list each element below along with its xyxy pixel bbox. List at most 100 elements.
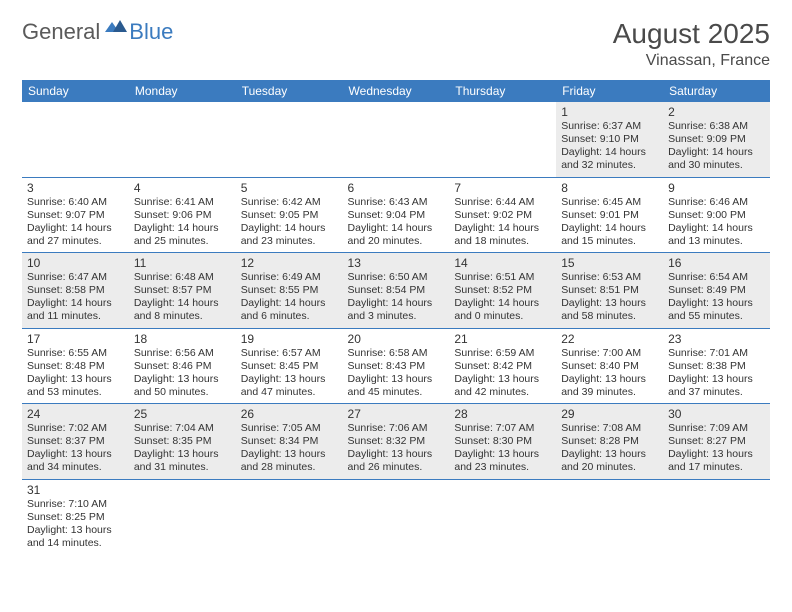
day-header: Saturday [663,80,770,102]
calendar-body: 1Sunrise: 6:37 AMSunset: 9:10 PMDaylight… [22,102,770,554]
day-number: 8 [561,181,658,195]
day-number: 12 [241,256,338,270]
calendar-day-cell: 6Sunrise: 6:43 AMSunset: 9:04 PMDaylight… [343,177,450,253]
day-header: Sunday [22,80,129,102]
calendar-day-cell: 5Sunrise: 6:42 AMSunset: 9:05 PMDaylight… [236,177,343,253]
calendar-day-cell [129,479,236,554]
day-info: Sunrise: 6:58 AMSunset: 8:43 PMDaylight:… [348,347,445,400]
day-info: Sunrise: 6:43 AMSunset: 9:04 PMDaylight:… [348,196,445,249]
day-number: 24 [27,407,124,421]
day-header: Monday [129,80,236,102]
day-number: 27 [348,407,445,421]
day-info: Sunrise: 7:06 AMSunset: 8:32 PMDaylight:… [348,422,445,475]
calendar-day-cell: 4Sunrise: 6:41 AMSunset: 9:06 PMDaylight… [129,177,236,253]
calendar-day-cell: 18Sunrise: 6:56 AMSunset: 8:46 PMDayligh… [129,328,236,404]
day-number: 21 [454,332,551,346]
day-number: 19 [241,332,338,346]
month-title: August 2025 [613,18,770,50]
calendar-week-row: 10Sunrise: 6:47 AMSunset: 8:58 PMDayligh… [22,253,770,329]
calendar-day-cell [556,479,663,554]
calendar-day-cell: 9Sunrise: 6:46 AMSunset: 9:00 PMDaylight… [663,177,770,253]
location: Vinassan, France [613,52,770,70]
day-info: Sunrise: 7:04 AMSunset: 8:35 PMDaylight:… [134,422,231,475]
day-info: Sunrise: 7:02 AMSunset: 8:37 PMDaylight:… [27,422,124,475]
logo-text-blue: Blue [129,19,173,45]
calendar-day-cell [449,102,556,177]
calendar-day-cell: 26Sunrise: 7:05 AMSunset: 8:34 PMDayligh… [236,404,343,480]
calendar-week-row: 31Sunrise: 7:10 AMSunset: 8:25 PMDayligh… [22,479,770,554]
day-number: 4 [134,181,231,195]
calendar-week-row: 3Sunrise: 6:40 AMSunset: 9:07 PMDaylight… [22,177,770,253]
calendar-day-cell [343,479,450,554]
day-info: Sunrise: 6:47 AMSunset: 8:58 PMDaylight:… [27,271,124,324]
calendar-day-cell: 8Sunrise: 6:45 AMSunset: 9:01 PMDaylight… [556,177,663,253]
day-header: Wednesday [343,80,450,102]
day-number: 26 [241,407,338,421]
day-number: 13 [348,256,445,270]
calendar-day-cell: 2Sunrise: 6:38 AMSunset: 9:09 PMDaylight… [663,102,770,177]
day-info: Sunrise: 6:50 AMSunset: 8:54 PMDaylight:… [348,271,445,324]
day-info: Sunrise: 6:56 AMSunset: 8:46 PMDaylight:… [134,347,231,400]
day-info: Sunrise: 6:49 AMSunset: 8:55 PMDaylight:… [241,271,338,324]
calendar-week-row: 1Sunrise: 6:37 AMSunset: 9:10 PMDaylight… [22,102,770,177]
day-number: 7 [454,181,551,195]
day-number: 11 [134,256,231,270]
day-number: 25 [134,407,231,421]
day-number: 31 [27,483,124,497]
day-number: 3 [27,181,124,195]
day-info: Sunrise: 6:48 AMSunset: 8:57 PMDaylight:… [134,271,231,324]
day-number: 29 [561,407,658,421]
day-header-row: Sunday Monday Tuesday Wednesday Thursday… [22,80,770,102]
calendar-day-cell: 14Sunrise: 6:51 AMSunset: 8:52 PMDayligh… [449,253,556,329]
day-info: Sunrise: 7:10 AMSunset: 8:25 PMDaylight:… [27,498,124,551]
logo-flag-icon [105,18,127,39]
calendar-day-cell: 29Sunrise: 7:08 AMSunset: 8:28 PMDayligh… [556,404,663,480]
day-number: 15 [561,256,658,270]
day-number: 30 [668,407,765,421]
day-number: 17 [27,332,124,346]
calendar-day-cell [236,479,343,554]
calendar-day-cell [663,479,770,554]
calendar-day-cell [22,102,129,177]
calendar-table: Sunday Monday Tuesday Wednesday Thursday… [22,80,770,554]
calendar-day-cell: 28Sunrise: 7:07 AMSunset: 8:30 PMDayligh… [449,404,556,480]
logo-text-dark: General [22,19,100,45]
day-info: Sunrise: 6:41 AMSunset: 9:06 PMDaylight:… [134,196,231,249]
calendar-day-cell: 31Sunrise: 7:10 AMSunset: 8:25 PMDayligh… [22,479,129,554]
day-info: Sunrise: 7:01 AMSunset: 8:38 PMDaylight:… [668,347,765,400]
day-header: Tuesday [236,80,343,102]
day-info: Sunrise: 6:42 AMSunset: 9:05 PMDaylight:… [241,196,338,249]
day-number: 28 [454,407,551,421]
day-header: Friday [556,80,663,102]
day-header: Thursday [449,80,556,102]
calendar-day-cell: 11Sunrise: 6:48 AMSunset: 8:57 PMDayligh… [129,253,236,329]
calendar-day-cell: 24Sunrise: 7:02 AMSunset: 8:37 PMDayligh… [22,404,129,480]
calendar-day-cell: 23Sunrise: 7:01 AMSunset: 8:38 PMDayligh… [663,328,770,404]
calendar-day-cell: 22Sunrise: 7:00 AMSunset: 8:40 PMDayligh… [556,328,663,404]
day-info: Sunrise: 6:54 AMSunset: 8:49 PMDaylight:… [668,271,765,324]
day-number: 18 [134,332,231,346]
calendar-day-cell: 12Sunrise: 6:49 AMSunset: 8:55 PMDayligh… [236,253,343,329]
day-info: Sunrise: 6:57 AMSunset: 8:45 PMDaylight:… [241,347,338,400]
day-number: 1 [561,105,658,119]
day-info: Sunrise: 7:00 AMSunset: 8:40 PMDaylight:… [561,347,658,400]
day-number: 22 [561,332,658,346]
calendar-day-cell: 13Sunrise: 6:50 AMSunset: 8:54 PMDayligh… [343,253,450,329]
calendar-day-cell [129,102,236,177]
day-number: 23 [668,332,765,346]
calendar-day-cell: 7Sunrise: 6:44 AMSunset: 9:02 PMDaylight… [449,177,556,253]
calendar-week-row: 24Sunrise: 7:02 AMSunset: 8:37 PMDayligh… [22,404,770,480]
day-info: Sunrise: 7:07 AMSunset: 8:30 PMDaylight:… [454,422,551,475]
calendar-day-cell [449,479,556,554]
day-number: 20 [348,332,445,346]
calendar-day-cell: 20Sunrise: 6:58 AMSunset: 8:43 PMDayligh… [343,328,450,404]
day-number: 6 [348,181,445,195]
calendar-day-cell: 3Sunrise: 6:40 AMSunset: 9:07 PMDaylight… [22,177,129,253]
calendar-day-cell: 15Sunrise: 6:53 AMSunset: 8:51 PMDayligh… [556,253,663,329]
calendar-day-cell: 17Sunrise: 6:55 AMSunset: 8:48 PMDayligh… [22,328,129,404]
day-info: Sunrise: 7:05 AMSunset: 8:34 PMDaylight:… [241,422,338,475]
day-info: Sunrise: 7:09 AMSunset: 8:27 PMDaylight:… [668,422,765,475]
day-number: 5 [241,181,338,195]
calendar-day-cell: 19Sunrise: 6:57 AMSunset: 8:45 PMDayligh… [236,328,343,404]
day-number: 2 [668,105,765,119]
